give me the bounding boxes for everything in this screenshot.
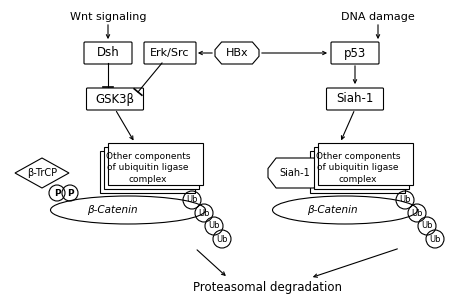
Polygon shape — [15, 158, 69, 188]
Text: P: P — [54, 188, 60, 197]
Text: Other components
of ubiquitin ligase
complex: Other components of ubiquitin ligase com… — [106, 152, 190, 184]
Text: Ub: Ub — [208, 222, 220, 231]
Text: Wnt signaling: Wnt signaling — [70, 12, 146, 22]
Text: Ub: Ub — [421, 222, 433, 231]
FancyBboxPatch shape — [100, 151, 195, 193]
Text: Other components
of ubiquitin ligase
complex: Other components of ubiquitin ligase com… — [316, 152, 400, 184]
Ellipse shape — [273, 196, 418, 224]
Polygon shape — [268, 158, 322, 188]
Text: Ub: Ub — [399, 196, 411, 204]
Text: HBx: HBx — [226, 48, 248, 58]
Text: Ub: Ub — [429, 234, 441, 244]
FancyBboxPatch shape — [327, 88, 383, 110]
Text: β-Catenin: β-Catenin — [307, 205, 357, 215]
Text: P: P — [67, 188, 73, 197]
Text: Proteasomal degradation: Proteasomal degradation — [193, 281, 343, 294]
Text: β-Catenin: β-Catenin — [87, 205, 137, 215]
Text: Siah-1: Siah-1 — [280, 168, 310, 178]
Ellipse shape — [51, 196, 206, 224]
Text: p53: p53 — [344, 46, 366, 60]
Text: Ub: Ub — [186, 196, 198, 204]
Text: GSK3β: GSK3β — [95, 92, 135, 105]
Text: Siah-1: Siah-1 — [337, 92, 374, 105]
Text: β-TrCP: β-TrCP — [27, 168, 57, 178]
Text: Erk/Src: Erk/Src — [150, 48, 190, 58]
Text: Ub: Ub — [198, 209, 210, 218]
Text: Ub: Ub — [216, 234, 228, 244]
FancyBboxPatch shape — [315, 147, 410, 189]
FancyBboxPatch shape — [104, 147, 200, 189]
FancyBboxPatch shape — [84, 42, 132, 64]
FancyBboxPatch shape — [144, 42, 196, 64]
Text: Dsh: Dsh — [97, 46, 119, 60]
FancyBboxPatch shape — [331, 42, 379, 64]
Text: DNA damage: DNA damage — [341, 12, 415, 22]
FancyBboxPatch shape — [319, 143, 413, 185]
FancyBboxPatch shape — [310, 151, 405, 193]
FancyBboxPatch shape — [109, 143, 203, 185]
FancyBboxPatch shape — [86, 88, 144, 110]
Text: Ub: Ub — [411, 209, 423, 218]
Polygon shape — [215, 42, 259, 64]
